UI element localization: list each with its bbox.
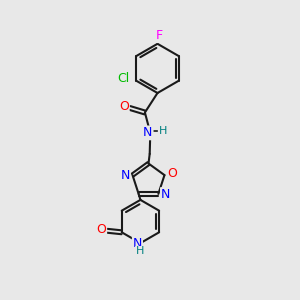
- Text: N: N: [143, 126, 153, 140]
- Text: H: H: [159, 126, 167, 136]
- Text: N: N: [161, 188, 170, 201]
- Text: O: O: [96, 223, 106, 236]
- Text: O: O: [119, 100, 129, 113]
- Text: F: F: [155, 29, 163, 42]
- Text: N: N: [121, 169, 130, 182]
- Text: Cl: Cl: [118, 72, 130, 85]
- Text: H: H: [136, 247, 144, 256]
- Text: O: O: [167, 167, 177, 180]
- Text: N: N: [133, 237, 142, 250]
